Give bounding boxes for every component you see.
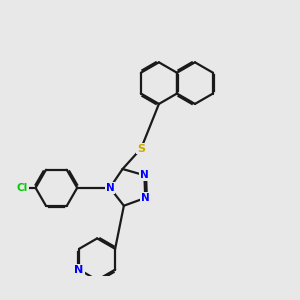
Text: S: S — [137, 143, 145, 154]
Text: N: N — [140, 170, 149, 180]
Text: N: N — [106, 183, 114, 193]
Text: Cl: Cl — [16, 183, 28, 193]
Text: N: N — [74, 265, 84, 275]
Text: N: N — [141, 193, 150, 203]
